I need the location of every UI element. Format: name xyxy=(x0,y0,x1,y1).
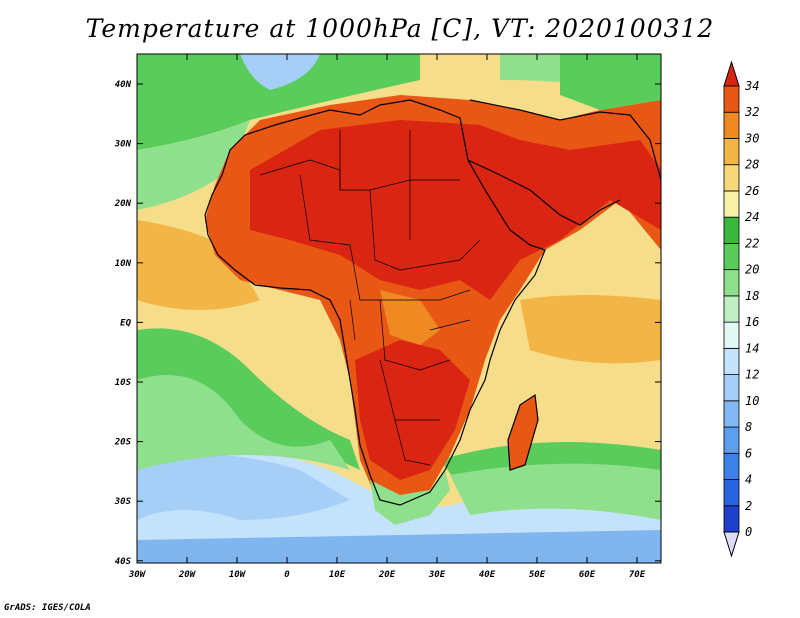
country-borders xyxy=(259,130,481,466)
coastlines xyxy=(204,99,661,506)
lat-tick-label: 10N xyxy=(115,259,132,269)
lat-tick-label: 20S xyxy=(114,438,132,448)
colorbar-label: 16 xyxy=(745,315,759,329)
lat-tick-label: 10S xyxy=(115,378,132,388)
lat-tick-label: 30N xyxy=(114,140,132,150)
lon-tick-label: 40E xyxy=(479,570,496,580)
colorbar-bin xyxy=(723,479,740,507)
lat-tick-label: 30S xyxy=(114,497,132,507)
colorbar-label: 20 xyxy=(745,263,759,277)
colorbar-label: 28 xyxy=(745,158,759,172)
colorbar-label: 8 xyxy=(745,420,752,434)
lon-tick-label: 60E xyxy=(579,570,596,580)
colorbar-bin xyxy=(723,216,740,244)
colorbar-label: 32 xyxy=(744,105,759,119)
colorbar-bin xyxy=(723,190,740,218)
colorbar-bin xyxy=(723,374,740,402)
colorbar-label: 22 xyxy=(745,236,759,250)
colorbar-bin xyxy=(723,269,740,297)
colorbar-label: 10 xyxy=(745,394,759,408)
colorbar-bin xyxy=(723,452,740,480)
lon-tick-label: 10W xyxy=(229,570,247,580)
temperature-field xyxy=(137,54,661,563)
lat-tick-label: 40S xyxy=(115,557,132,567)
lon-tick-label: 10E xyxy=(329,570,346,580)
latitude-axis: 40N 30N 20N 10N EQ 10S 20S 30S 40S xyxy=(114,80,661,567)
colorbar-label: 30 xyxy=(744,131,759,145)
colorbar-label: 12 xyxy=(745,368,759,382)
lat-tick-label: EQ xyxy=(120,318,131,328)
lon-tick-label: 0 xyxy=(284,570,290,580)
colorbar-label: 34 xyxy=(744,79,759,93)
colorbar-label: 4 xyxy=(745,473,752,487)
lat-tick-label: 20N xyxy=(114,199,132,209)
colorbar-label: 24 xyxy=(745,210,759,224)
lon-tick-label: 70E xyxy=(629,570,646,580)
colorbar-over-triangle xyxy=(723,60,740,87)
colorbar-bin xyxy=(723,321,740,349)
longitude-axis: 30W 20W 10W 0 10E 20E 30E 40E 50E 60E 70E xyxy=(128,54,646,580)
colorbar-bin xyxy=(723,85,740,113)
lon-tick-label: 50E xyxy=(529,570,546,580)
colorbar-bin xyxy=(723,295,740,323)
colorbar-label: 26 xyxy=(745,184,759,198)
lon-tick-label: 20E xyxy=(378,570,396,580)
lat-tick-label: 40N xyxy=(115,80,132,90)
colorbar-under-triangle xyxy=(723,531,740,558)
colorbar-label: 14 xyxy=(745,341,759,355)
colorbar-bin xyxy=(723,243,740,271)
colorbar-bin xyxy=(723,400,740,428)
map-title: Temperature at 1000hPa [C], VT: 20201003… xyxy=(85,14,715,43)
map-frame xyxy=(136,53,662,564)
colorbar-bin xyxy=(723,138,740,166)
colorbar-bin xyxy=(723,426,740,454)
colorbar-bin xyxy=(723,347,740,375)
lon-tick-label: 20W xyxy=(178,570,197,580)
credit-text: GrADS: IGES/COLA xyxy=(4,603,91,613)
colorbar-label: 2 xyxy=(745,499,752,513)
lon-tick-label: 30E xyxy=(428,570,446,580)
colorbar-bin xyxy=(723,164,740,192)
lon-tick-label: 30W xyxy=(128,570,147,580)
colorbar-label: 6 xyxy=(745,446,752,460)
colorbar-bin xyxy=(723,111,740,139)
colorbar-label: 0 xyxy=(745,525,752,539)
colorbar-label: 18 xyxy=(745,289,759,303)
colorbar-bin xyxy=(723,505,740,533)
